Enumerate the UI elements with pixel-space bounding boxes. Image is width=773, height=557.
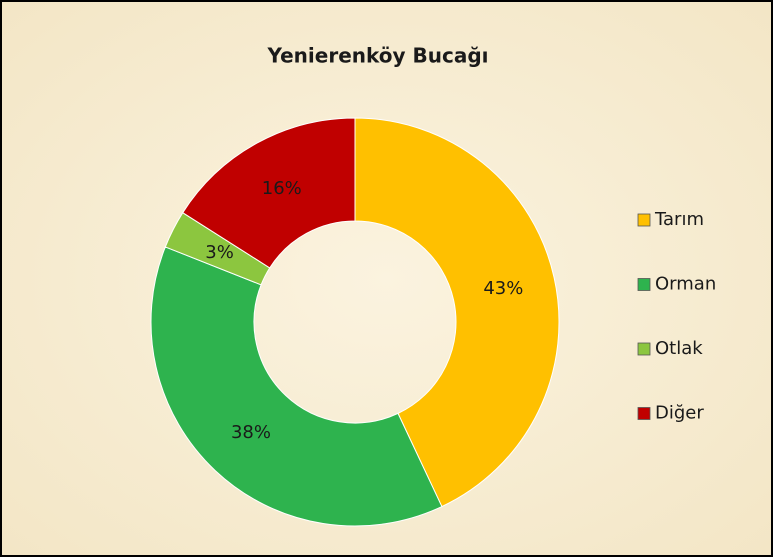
data-label: 3%	[205, 242, 234, 263]
donut-segment	[354, 117, 560, 508]
legend-label: Tarım	[654, 209, 704, 230]
legend-label: Orman	[655, 274, 716, 295]
legend-swatch	[637, 278, 651, 291]
legend-swatch	[637, 213, 651, 227]
donut-segment	[150, 246, 443, 527]
legend-swatch	[637, 342, 651, 356]
legend-label: Otlak	[655, 338, 703, 359]
data-label: 43%	[483, 278, 523, 299]
chart-title: Yenierenköy Bucağı	[266, 44, 488, 68]
data-label: 16%	[262, 178, 302, 199]
legend-label: Diğer	[655, 403, 704, 424]
donut-segment	[182, 117, 356, 269]
data-label: 38%	[231, 422, 271, 443]
legend-swatch	[637, 407, 651, 420]
